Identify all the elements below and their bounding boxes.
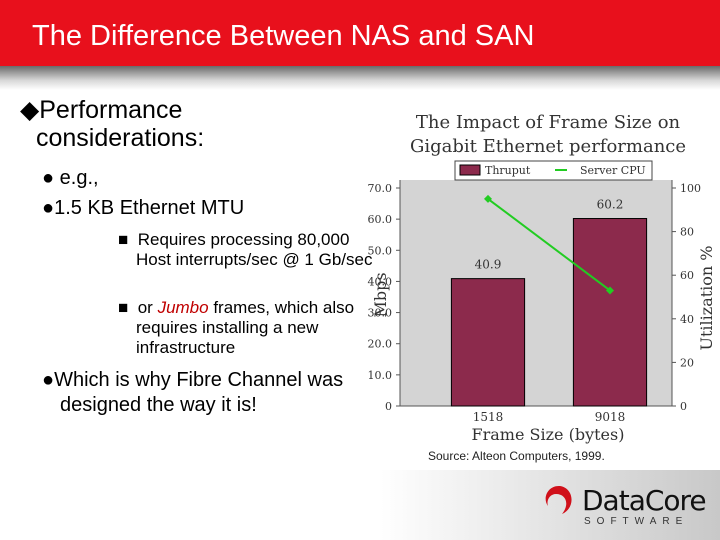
y2-tick-label: 40: [680, 313, 694, 326]
y2-axis-label: Utilization %: [697, 245, 716, 350]
x-tick-label: 9018: [595, 410, 626, 424]
bullet-text: or: [137, 298, 158, 317]
bullet-text: Which is why Fibre Channel was designed …: [54, 369, 344, 416]
bar-value-label: 40.9: [475, 258, 502, 272]
title-strip: [0, 66, 720, 90]
y-tick-label: 20.0: [368, 338, 393, 351]
y2-tick-label: 60: [680, 269, 694, 282]
bullet: ■ Requires processing 80,000 Host interr…: [118, 230, 373, 269]
y-tick-label: 0: [385, 400, 392, 413]
logo-tagline: SOFTWARE: [584, 516, 689, 527]
bullet-text: Requires processing 80,000 Host interrup…: [136, 230, 373, 269]
bullet-text: e.g.,: [59, 167, 99, 189]
y-tick-label: 10.0: [368, 369, 393, 382]
bullet-text: frames, which also requires installing a…: [136, 298, 355, 357]
logo-mark: [545, 485, 572, 514]
chart-title: The Impact of Frame Size on: [416, 112, 681, 133]
slide-title: The Difference Between NAS and SAN: [32, 20, 535, 52]
footer-gradient: [380, 470, 720, 540]
y-tick-label: 50.0: [368, 244, 393, 257]
bullet: ● e.g.,: [42, 167, 99, 189]
legend-label: Server CPU: [580, 164, 646, 177]
line-marker: [606, 286, 614, 295]
y-tick-label: 30.0: [368, 307, 393, 320]
line: [487, 198, 611, 292]
bullet-emphasis: Jumbo: [157, 298, 209, 317]
bullet-text: Performance considerations:: [36, 96, 205, 152]
bullet: ■ or Jumbo frames, which also requires i…: [118, 298, 355, 357]
y2-tick-label: 100: [680, 182, 701, 195]
chart-title: Gigabit Ethernet performance: [410, 136, 686, 157]
line-marker: [484, 194, 492, 203]
y2-tick-label: 80: [680, 226, 694, 239]
bullet: ●1.5 KB Ethernet MTU: [42, 197, 245, 219]
y-tick-label: 70.0: [368, 182, 393, 195]
bar-value-label: 60.2: [597, 198, 624, 212]
y-axis-label: Mbps: [371, 272, 390, 317]
legend-label: Thruput: [485, 164, 531, 177]
bullet: ◆Performance considerations:: [20, 96, 205, 152]
y2-tick-label: 20: [680, 356, 694, 369]
legend-box: [454, 160, 653, 181]
bar: [572, 218, 648, 407]
y2-tick-label: 0: [680, 400, 687, 413]
legend-swatch: [459, 164, 481, 176]
x-axis-label: Frame Size (bytes): [472, 425, 625, 444]
y-tick-label: 60.0: [368, 213, 393, 226]
y-tick-label: 40.0: [368, 275, 393, 288]
bullet: ●Which is why Fibre Channel was designed…: [42, 369, 344, 416]
chart: The Impact of Frame Size on Gigabit Ethe…: [368, 112, 717, 444]
source-note: Source: Alteon Computers, 1999.: [428, 449, 605, 463]
bar: [450, 278, 526, 407]
logo-name: DataCore: [582, 484, 707, 517]
bullet-text: 1.5 KB Ethernet MTU: [54, 197, 245, 219]
x-tick-label: 1518: [473, 410, 504, 424]
title-bar: [0, 0, 720, 66]
